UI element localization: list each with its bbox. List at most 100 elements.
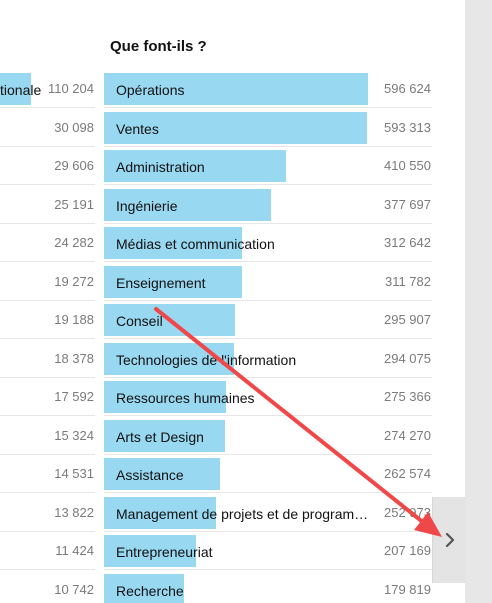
function-row[interactable]: Opérations 596 624 — [104, 70, 436, 108]
function-bar — [104, 73, 368, 105]
function-label: Arts et Design — [116, 428, 204, 445]
row-divider — [0, 569, 95, 570]
left-list-item: 19 272 — [0, 263, 100, 301]
function-count: 294 075 — [384, 350, 431, 366]
left-list-item: 17 592 — [0, 378, 100, 416]
function-label: Opérations — [116, 82, 185, 98]
function-count: 311 782 — [384, 273, 431, 289]
function-label: Administration — [116, 159, 205, 175]
function-row[interactable]: Entrepreneuriat 207 169 — [104, 532, 436, 570]
function-label: Management de projets et de programmes — [116, 505, 378, 522]
function-row[interactable]: Médias et communication 312 642 — [104, 224, 436, 262]
function-bar — [104, 227, 242, 259]
function-count: 593 313 — [384, 119, 431, 135]
row-divider — [104, 299, 432, 301]
function-count: 295 907 — [384, 312, 431, 327]
left-value: 17 592 — [54, 389, 94, 404]
function-bar — [104, 150, 286, 182]
left-value: 10 742 — [54, 581, 94, 597]
function-label: Ventes — [116, 120, 159, 137]
left-value: 11 424 — [55, 543, 94, 558]
left-value: 13 822 — [54, 504, 94, 520]
function-label: Assistance — [116, 467, 184, 483]
function-row[interactable]: Management de projets et de programmes 25… — [104, 494, 436, 532]
function-label: Conseil — [116, 313, 163, 329]
function-row[interactable]: Ventes 593 313 — [104, 109, 436, 147]
row-divider — [104, 569, 432, 570]
left-value: 110 204 — [47, 81, 94, 96]
function-count: 274 270 — [384, 427, 431, 443]
row-divider — [104, 222, 432, 224]
function-row[interactable]: Assistance 262 574 — [104, 455, 436, 493]
chevron-right-icon — [445, 533, 454, 547]
left-value: 19 188 — [54, 312, 94, 327]
row-divider — [0, 222, 95, 224]
row-divider — [104, 530, 432, 532]
left-list-item: 15 324 — [0, 417, 100, 455]
row-divider — [104, 107, 432, 108]
left-value: 25 191 — [54, 196, 94, 212]
row-divider — [0, 453, 95, 455]
row-divider — [0, 530, 95, 532]
function-count: 207 169 — [384, 543, 431, 558]
function-count: 262 574 — [384, 466, 431, 481]
row-divider — [104, 184, 432, 185]
left-list-item: 18 378 — [0, 340, 100, 378]
function-count: 252 973 — [384, 504, 431, 520]
row-divider — [0, 107, 95, 108]
left-list-item: 30 098 — [0, 109, 100, 147]
left-value: 15 324 — [54, 427, 94, 443]
function-row[interactable]: Ingénierie 377 697 — [104, 186, 436, 224]
function-count: 377 697 — [384, 196, 431, 212]
function-row[interactable]: Ressources humaines 275 366 — [104, 378, 436, 416]
function-count: 410 550 — [384, 158, 431, 173]
column-title: Que font-ils ? — [110, 38, 207, 55]
row-divider — [0, 492, 95, 493]
function-count: 275 366 — [384, 389, 431, 404]
function-label: Enseignement — [116, 274, 206, 291]
left-value: 30 098 — [54, 119, 94, 135]
left-bar — [0, 73, 31, 105]
left-list-item: 11 424 — [0, 532, 100, 570]
left-bar-label: tionale — [0, 82, 42, 98]
function-label: Ingénierie — [116, 197, 178, 214]
left-list-item: 13 822 — [0, 494, 100, 532]
function-count: 312 642 — [384, 235, 431, 250]
left-value: 24 282 — [54, 235, 94, 250]
row-divider — [0, 184, 95, 185]
function-label: Ressources humaines — [116, 390, 255, 406]
left-value: 29 606 — [54, 158, 94, 173]
left-list-item: 25 191 — [0, 186, 100, 224]
function-count: 179 819 — [384, 581, 431, 597]
row-divider — [104, 145, 432, 147]
left-list-item: 29 606 — [0, 147, 100, 185]
function-bar — [104, 265, 242, 298]
function-row[interactable]: Enseignement 311 782 — [104, 263, 436, 301]
row-divider — [0, 415, 95, 416]
row-divider — [0, 145, 95, 147]
function-row[interactable]: Recherche 179 819 — [104, 571, 436, 603]
left-value: 18 378 — [54, 350, 94, 366]
function-label: Médias et communication — [116, 236, 275, 252]
function-row[interactable]: Arts et Design 274 270 — [104, 417, 436, 455]
left-list-item: 10 742 — [0, 571, 100, 603]
left-list-item: 19 188 — [0, 301, 100, 339]
right-gutter — [465, 0, 492, 603]
left-list-item: tionale 110 204 — [0, 70, 100, 108]
row-divider — [0, 261, 95, 262]
function-row[interactable]: Technologies de l'information 294 075 — [104, 340, 436, 378]
left-value: 19 272 — [54, 273, 94, 289]
row-divider — [104, 261, 432, 262]
next-button[interactable] — [432, 497, 466, 583]
left-value: 14 531 — [54, 466, 94, 481]
function-row[interactable]: Conseil 295 907 — [104, 301, 436, 339]
function-bar — [104, 535, 196, 567]
function-row[interactable]: Administration 410 550 — [104, 147, 436, 185]
left-list-item: 24 282 — [0, 224, 100, 262]
function-bar — [104, 111, 367, 144]
function-label: Recherche — [116, 582, 184, 599]
left-list-item: 14 531 — [0, 455, 100, 493]
function-bar — [104, 573, 184, 603]
function-label: Entrepreneuriat — [116, 544, 213, 560]
function-label: Technologies de l'information — [116, 351, 297, 368]
